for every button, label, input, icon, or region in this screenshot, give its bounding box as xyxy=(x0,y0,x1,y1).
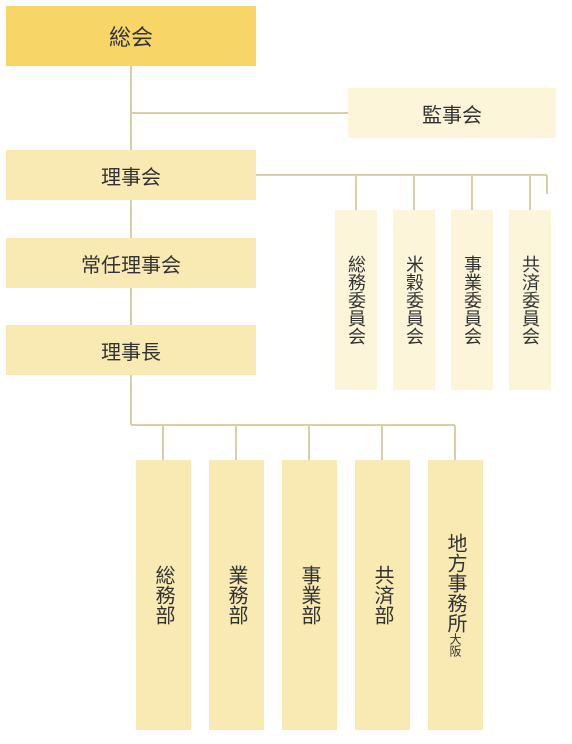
node-committee-beikoku: 米穀委員会 xyxy=(393,210,435,390)
node-rijikai: 理事会 xyxy=(6,150,256,200)
node-jounin-rijikai: 常任理事会 xyxy=(6,238,256,288)
label: 事業委員会 xyxy=(459,255,485,345)
node-dept-chihou: 地方事務所大阪 xyxy=(428,460,483,730)
label: 理事会 xyxy=(101,161,161,190)
node-soukai: 総会 xyxy=(6,6,256,66)
label: 共済部 xyxy=(368,565,397,625)
node-dept-jigyou: 事業部 xyxy=(282,460,337,730)
label: 総務委員会 xyxy=(343,255,369,345)
label: 業務部 xyxy=(222,565,251,625)
node-kanjikai: 監事会 xyxy=(348,88,556,138)
sublabel: 大阪 xyxy=(448,633,462,657)
node-dept-kyousai: 共済部 xyxy=(355,460,410,730)
label: 監事会 xyxy=(422,99,482,128)
label: 事業部 xyxy=(295,565,324,625)
node-dept-soumu: 総務部 xyxy=(136,460,191,730)
node-dept-gyoumu: 業務部 xyxy=(209,460,264,730)
label: 理事長 xyxy=(101,336,161,365)
label: 地方事務所 xyxy=(444,533,466,633)
node-committee-jigyou: 事業委員会 xyxy=(451,210,493,390)
label: 総会 xyxy=(109,20,153,52)
label: 常任理事会 xyxy=(81,249,181,278)
node-committee-kyousai: 共済委員会 xyxy=(509,210,551,390)
label-wrapper: 地方事務所大阪 xyxy=(441,533,470,657)
label: 総務部 xyxy=(149,565,178,625)
label: 共済委員会 xyxy=(517,255,543,345)
node-committee-soumu: 総務委員会 xyxy=(335,210,377,390)
label: 米穀委員会 xyxy=(401,255,427,345)
node-rijichou: 理事長 xyxy=(6,325,256,375)
